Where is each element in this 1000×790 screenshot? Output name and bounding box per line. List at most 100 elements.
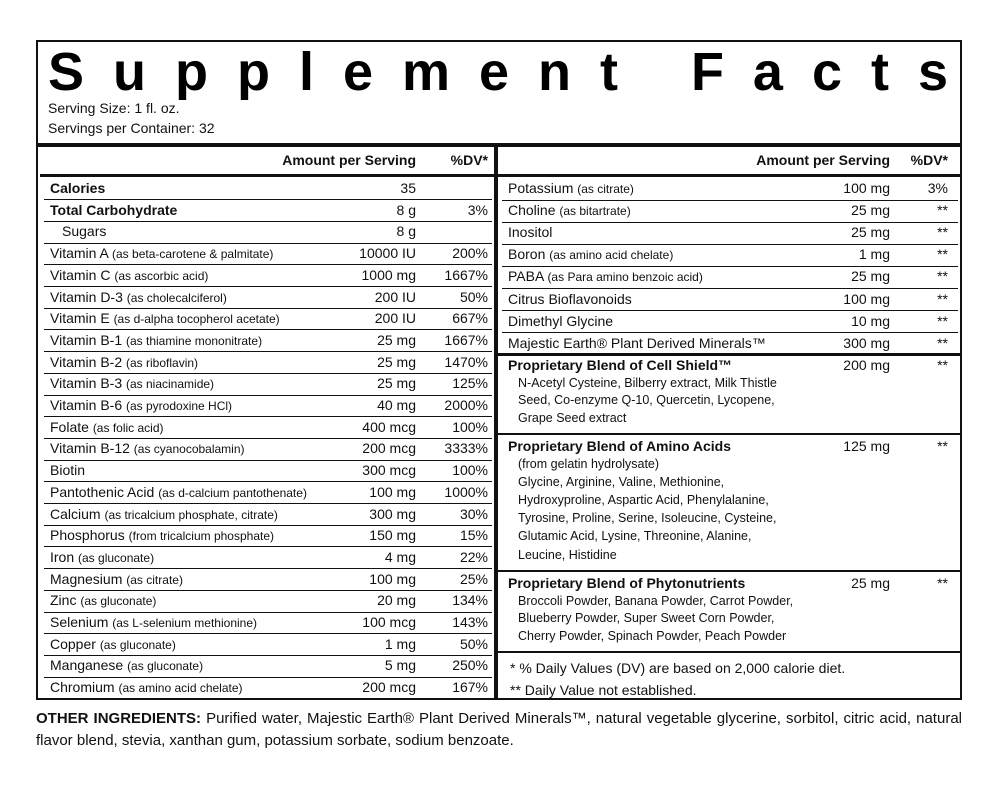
nutrient-name: Inositol <box>508 224 553 241</box>
nutrient-name: Pantothenic Acid <box>50 483 155 500</box>
rule <box>502 243 958 245</box>
nutrient-name: Calcium <box>50 505 101 522</box>
row-name: Potassium (as citrate) <box>508 178 634 199</box>
rule <box>498 650 960 653</box>
daily-value: ** <box>937 574 948 591</box>
nutrient-note: (as bitartrate) <box>559 204 631 219</box>
rule <box>44 546 492 548</box>
title-area: Supplement Facts <box>48 44 948 100</box>
nutrient-name: Selenium <box>50 614 109 630</box>
row-name: Vitamin B-6 (as pyrodoxine HCl) <box>50 395 232 416</box>
rule <box>44 589 492 591</box>
rule <box>44 416 492 418</box>
blend-name: Proprietary Blend of Amino Acids <box>508 437 731 454</box>
row-name: Manganese (as gluconate) <box>50 655 203 676</box>
rule <box>44 676 492 678</box>
nutrient-note: (as Para amino benzoic acid) <box>547 270 703 285</box>
rule <box>44 307 492 309</box>
title: Supplement Facts <box>48 44 948 100</box>
nutrient-note: (as folic acid) <box>92 420 164 435</box>
row-name: Vitamin B-2 (as riboflavin) <box>50 352 198 373</box>
amount: 100 mg <box>843 290 890 307</box>
daily-value: ** <box>937 334 948 351</box>
rule <box>44 503 492 504</box>
amount: 200 IU <box>374 288 416 305</box>
nutrient-note: (as amino acid chelate) <box>549 248 674 263</box>
nutrient-note: (as gluconate) <box>99 637 176 652</box>
amount: 25 mg <box>851 224 890 241</box>
amount: 4 mg <box>384 548 416 565</box>
daily-value: ** <box>937 437 948 454</box>
rule <box>502 288 958 289</box>
nutrient-note: (as thiamine mononitrate) <box>126 333 263 348</box>
amount: 25 mg <box>377 331 416 348</box>
row-name: Folate (as folic acid) <box>50 417 164 438</box>
daily-value: 667% <box>452 310 488 327</box>
blend-name: Proprietary Blend of Cell Shield™ <box>508 356 733 373</box>
amount: 300 mcg <box>362 462 416 479</box>
blend-ingredients: Tyrosine, Proline, Serine, Isoleucine, C… <box>518 511 777 526</box>
nutrient-name: Vitamin B-2 <box>50 353 123 370</box>
other-ingredients: OTHER INGREDIENTS: Purified water, Majes… <box>36 708 962 752</box>
daily-value: 22% <box>459 548 488 565</box>
blend-ingredients: N-Acetyl Cysteine, Bilberry extract, Mil… <box>518 375 777 390</box>
nutrient-note: (as gluconate) <box>127 659 204 674</box>
rule <box>498 569 960 572</box>
blend-name: Proprietary Blend of Phytonutrients <box>508 574 746 591</box>
nutrient-name: Total Carbohydrate <box>50 201 178 218</box>
daily-value: 3% <box>467 201 488 218</box>
amount: 1 mg <box>858 246 890 263</box>
nutrient-note: (as cyanocobalamin) <box>133 442 245 457</box>
nutrient-name: PABA <box>508 268 544 285</box>
outer-box <box>36 40 962 700</box>
nutrient-name: Vitamin B-1 <box>50 331 123 348</box>
row-name: Calories <box>50 178 105 198</box>
nutrient-note: (as tricalcium phosphate, citrate) <box>104 507 278 522</box>
nutrient-name: Potassium <box>508 180 574 196</box>
nutrient-note: (as amino acid chelate) <box>118 681 243 696</box>
footnote: ** Daily Value not established. <box>510 681 697 698</box>
right-amount-header: Amount per Serving <box>756 152 890 168</box>
nutrient-note: (as beta-carotene & palmitate) <box>112 247 274 262</box>
blend-ingredients: Glycine, Arginine, Valine, Methionine, <box>518 474 725 489</box>
amount: 200 mcg <box>362 440 416 457</box>
rule <box>44 437 492 439</box>
nutrient-note: (as citrate) <box>577 182 634 196</box>
rule <box>502 310 958 312</box>
rule <box>40 174 494 177</box>
daily-value: 1470% <box>444 353 488 370</box>
nutrient-name: Magnesium <box>50 570 123 587</box>
nutrient-name: Vitamin A <box>50 245 109 262</box>
row-name: Sugars <box>62 221 106 241</box>
amount: 25 mg <box>377 353 416 370</box>
daily-value: 50% <box>459 288 488 305</box>
daily-value: 30% <box>459 505 488 522</box>
daily-value: 25% <box>459 570 488 587</box>
amount: 100 mcg <box>362 614 416 630</box>
daily-value: 143% <box>452 614 488 630</box>
row-name: Selenium (as L-selenium methionine) <box>50 612 257 633</box>
amount: 1 mg <box>384 635 416 652</box>
daily-value: 200% <box>452 245 488 262</box>
row-name: Total Carbohydrate <box>50 200 177 220</box>
nutrient-name: Zinc <box>50 592 77 609</box>
row-name: Copper (as gluconate) <box>50 634 176 655</box>
rule <box>44 351 492 353</box>
rule <box>498 174 960 177</box>
nutrient-name: Majestic Earth® Plant Derived Minerals™ <box>508 334 766 351</box>
daily-value: 134% <box>452 592 488 609</box>
nutrient-name: Vitamin B-3 <box>50 375 123 392</box>
column-divider <box>494 145 498 700</box>
amount: 300 mg <box>843 334 890 351</box>
nutrient-name: Vitamin B-6 <box>50 397 123 413</box>
nutrient-name: Calories <box>50 180 106 196</box>
nutrient-name: Vitamin C <box>50 266 111 283</box>
rule <box>44 524 492 526</box>
rule <box>44 372 492 374</box>
daily-value: 3% <box>927 180 948 196</box>
amount: 20 mg <box>377 592 416 609</box>
daily-value: 3333% <box>444 440 488 457</box>
amount: 40 mg <box>377 397 416 413</box>
rule <box>498 432 960 435</box>
nutrient-note: (as cholecalciferol) <box>126 290 227 305</box>
